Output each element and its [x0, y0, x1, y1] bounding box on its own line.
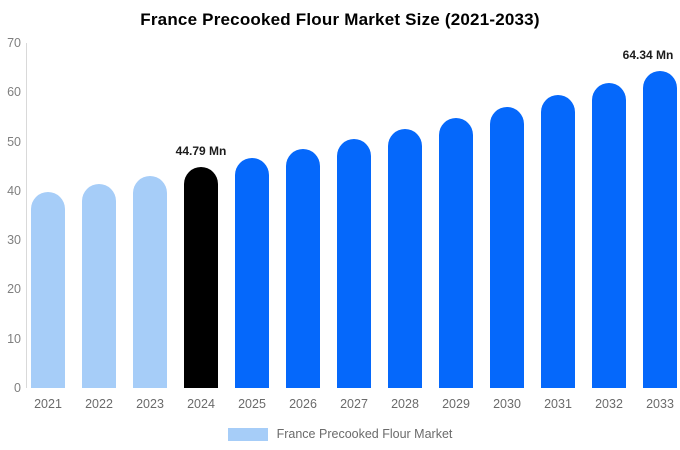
- y-tick-label-70: 70: [7, 36, 21, 50]
- x-tick-label-2021: 2021: [34, 397, 62, 411]
- x-tick-label-2032: 2032: [595, 397, 623, 411]
- bar-2025[interactable]: [235, 158, 269, 388]
- y-tick-label-40: 40: [7, 183, 21, 198]
- x-tick-label-2030: 2030: [493, 397, 521, 411]
- x-tick-label-2031: 2031: [544, 397, 572, 411]
- y-axis-line: [26, 43, 27, 388]
- bar-2032[interactable]: [592, 83, 626, 388]
- value-label-2033: 64.34 Mn: [622, 47, 674, 62]
- x-tick-label-2022: 2022: [85, 397, 113, 411]
- bar-2024[interactable]: [184, 167, 218, 388]
- bar-2028[interactable]: [388, 128, 422, 388]
- bar-2029[interactable]: [439, 118, 473, 388]
- bar-2021[interactable]: [31, 192, 65, 388]
- x-tick-label-2025: 2025: [238, 397, 266, 411]
- legend-swatch: [227, 427, 268, 441]
- bar-2030[interactable]: [490, 106, 524, 388]
- x-tick-label-2023: 2023: [136, 397, 164, 411]
- bar-2027[interactable]: [337, 138, 371, 388]
- x-tick-label-2029: 2029: [442, 397, 470, 411]
- x-tick-label-2026: 2026: [289, 397, 317, 411]
- y-tick-label-20: 20: [7, 282, 21, 297]
- y-tick-label-60: 60: [7, 85, 21, 100]
- y-tick-label-0: 0: [14, 381, 21, 395]
- x-tick-label-2033: 2033: [646, 397, 674, 411]
- x-tick-label-2024: 2024: [187, 397, 215, 411]
- bar-2022[interactable]: [82, 184, 116, 388]
- x-tick-label-2028: 2028: [391, 397, 419, 411]
- bar-2023[interactable]: [133, 175, 167, 388]
- y-tick-label-50: 50: [7, 134, 21, 149]
- value-label-2024: 44.79 Mn: [175, 144, 227, 159]
- y-tick-label-30: 30: [7, 233, 21, 248]
- bar-2031[interactable]: [541, 95, 575, 388]
- y-tick-label-10: 10: [7, 331, 21, 346]
- x-tick-label-2027: 2027: [340, 397, 368, 411]
- legend[interactable]: France Precooked Flour Market: [0, 426, 680, 442]
- bar-2026[interactable]: [286, 148, 320, 388]
- chart-title: France Precooked Flour Market Size (2021…: [140, 10, 540, 29]
- legend-label: France Precooked Flour Market: [276, 427, 453, 441]
- bar-2033[interactable]: [643, 70, 677, 388]
